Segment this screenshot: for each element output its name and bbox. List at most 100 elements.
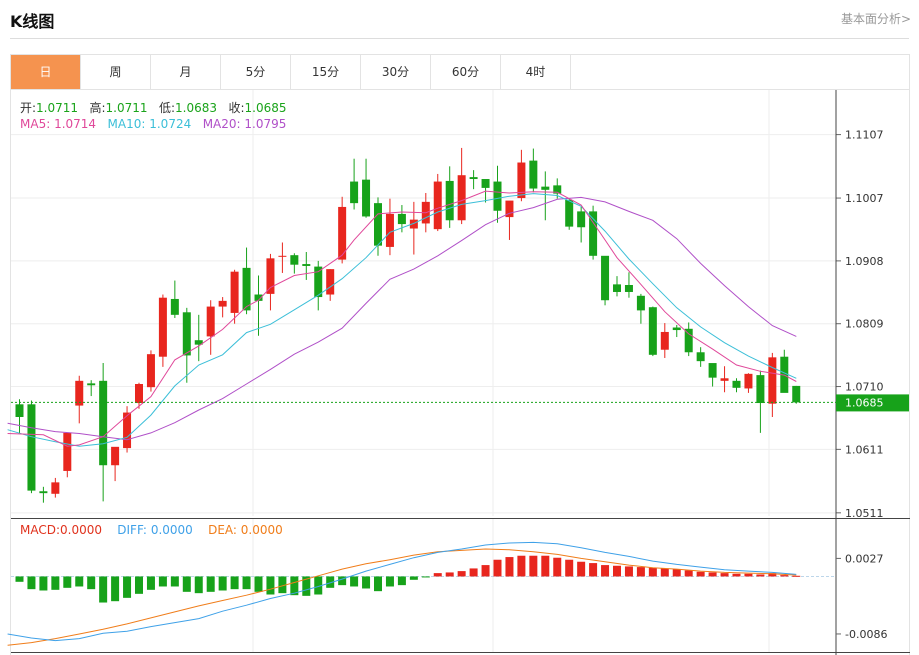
macd-histogram-bar xyxy=(63,576,72,588)
candle-body xyxy=(409,219,418,229)
candle-body xyxy=(206,306,215,337)
candle-body xyxy=(170,298,179,315)
macd-histogram-bar xyxy=(684,570,693,577)
candle-body xyxy=(27,404,36,491)
tab-4hour[interactable]: 4时 xyxy=(501,55,571,90)
macd-histogram-bar xyxy=(445,572,454,577)
candle-body xyxy=(469,177,478,180)
tab-30min[interactable]: 30分 xyxy=(361,55,431,90)
macd-histogram-bar xyxy=(660,568,669,577)
macd-histogram-bar xyxy=(696,571,705,577)
macd-histogram-bar xyxy=(290,576,299,596)
macd-histogram-bar xyxy=(756,574,765,577)
candle-body xyxy=(589,211,598,256)
macd-histogram-bar xyxy=(51,576,60,590)
ma20-value: 1.0795 xyxy=(244,117,287,131)
diff-label: DIFF: xyxy=(117,523,147,537)
macd-histogram-bar xyxy=(146,576,155,590)
candle-body xyxy=(624,285,633,292)
macd-tick-label: -0.0086 xyxy=(845,628,887,641)
last-price-label: 1.0685 xyxy=(845,396,884,409)
macd-histogram-bar xyxy=(493,559,502,577)
y-tick-label: 1.1107 xyxy=(845,129,884,142)
candle-body xyxy=(385,213,394,247)
y-tick-label: 1.0511 xyxy=(845,507,884,520)
candle-body xyxy=(194,340,203,345)
diff-line xyxy=(7,541,797,642)
tab-5min[interactable]: 5分 xyxy=(221,55,291,90)
macd-histogram-bar xyxy=(170,576,179,587)
macd-histogram-bar xyxy=(374,576,382,592)
candle-body xyxy=(99,380,108,466)
tab-weekly[interactable]: 周 xyxy=(81,55,151,90)
candle-body xyxy=(218,300,227,307)
page-title: K线图 xyxy=(10,12,55,31)
candle-body xyxy=(720,378,729,381)
dea-value: 0.0000 xyxy=(240,523,283,537)
high-value: 1.0711 xyxy=(105,101,148,115)
macd-histogram-bar xyxy=(194,576,203,594)
macd-histogram-bar xyxy=(158,576,167,587)
macd-histogram-bar xyxy=(338,576,347,586)
macd-histogram-bar xyxy=(326,576,335,588)
macd-label: MACD: xyxy=(20,523,61,537)
candle-body xyxy=(302,264,311,266)
dea-line xyxy=(7,548,797,646)
candle-body xyxy=(553,185,562,194)
candle-body xyxy=(636,295,645,311)
tab-monthly[interactable]: 月 xyxy=(151,55,221,90)
candle-body xyxy=(230,271,239,313)
candle-body xyxy=(75,380,84,406)
diff-value: 0.0000 xyxy=(150,523,193,537)
candle-body xyxy=(182,312,191,356)
macd-histogram-bar xyxy=(457,571,466,577)
candle-body xyxy=(15,404,24,417)
candle-body xyxy=(397,213,406,225)
candle-body xyxy=(708,363,717,378)
macd-histogram-bar xyxy=(397,576,406,586)
fundamental-analysis-link[interactable]: 基本面分析> xyxy=(840,12,911,26)
candle-body xyxy=(505,200,514,218)
candle-body xyxy=(445,180,454,221)
macd-histogram-bar xyxy=(541,555,550,577)
candle-body xyxy=(87,383,96,386)
ma-readout: MA5: 1.0714 MA10: 1.0724 MA20: 1.0795 xyxy=(20,117,286,131)
macd-histogram-bar xyxy=(314,576,323,595)
macd-histogram-bar xyxy=(505,557,514,577)
macd-histogram-bar xyxy=(39,576,48,591)
candle-body xyxy=(732,380,741,388)
candle-body xyxy=(254,294,263,301)
macd-histogram-bar xyxy=(553,557,562,577)
candle-body xyxy=(517,162,526,199)
y-tick-label: 1.0611 xyxy=(845,443,884,456)
macd-histogram-bar xyxy=(589,563,598,577)
ma10-line xyxy=(7,193,797,447)
candle-body xyxy=(601,255,610,301)
candle-body xyxy=(457,175,466,221)
candle-body xyxy=(481,179,490,188)
candle-body xyxy=(660,331,669,350)
candle-body xyxy=(792,385,801,403)
last-price-tag xyxy=(836,394,909,412)
tab-15min[interactable]: 15分 xyxy=(291,55,361,90)
macd-histogram-bar xyxy=(278,576,287,594)
open-label: 开: xyxy=(20,101,37,115)
macd-histogram-bar xyxy=(744,573,753,577)
tab-60min[interactable]: 60分 xyxy=(431,55,501,90)
candle-body xyxy=(146,354,155,388)
macd-histogram-bar xyxy=(218,576,227,591)
candle-body xyxy=(338,206,347,260)
macd-histogram-bar xyxy=(182,576,191,592)
candle-body xyxy=(111,446,120,466)
macd-histogram-bar xyxy=(409,576,418,580)
macd-histogram-bar xyxy=(421,576,430,578)
candle-body xyxy=(63,432,72,471)
macd-histogram-bar xyxy=(565,559,574,577)
macd-histogram-bar xyxy=(350,576,359,587)
ma5-line xyxy=(7,190,797,447)
candle-body xyxy=(577,211,586,228)
macd-histogram-bar xyxy=(672,569,681,577)
tab-daily[interactable]: 日 xyxy=(11,55,81,90)
macd-histogram-bar xyxy=(780,575,789,577)
